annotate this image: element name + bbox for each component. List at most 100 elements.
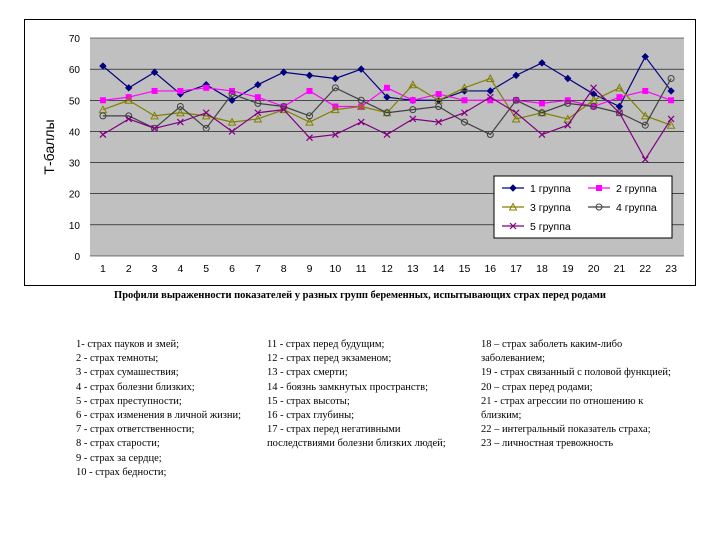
x-tick-label: 21 bbox=[614, 263, 626, 275]
x-tick-label: 10 bbox=[330, 263, 342, 275]
data-point bbox=[150, 68, 159, 76]
legend-item: 14 - боязнь замкнутых пространств; bbox=[267, 381, 429, 393]
legend-item: 11 - страх перед будущим; bbox=[267, 339, 385, 350]
data-point bbox=[615, 83, 624, 92]
legend-entry: 3 группа bbox=[502, 202, 571, 214]
data-point bbox=[383, 131, 391, 138]
legend-entry: 1 группа bbox=[502, 183, 571, 195]
x-tick-label: 4 bbox=[177, 263, 183, 275]
data-point bbox=[306, 87, 313, 94]
data-point bbox=[538, 109, 546, 117]
data-point bbox=[176, 108, 185, 117]
legend-entry: 5 группа bbox=[502, 221, 571, 233]
data-point bbox=[201, 111, 211, 120]
series-group bbox=[98, 52, 676, 163]
data-point bbox=[486, 131, 494, 139]
data-point bbox=[253, 114, 263, 123]
series-5 bbox=[99, 84, 675, 163]
legend-label: 4 группа bbox=[616, 202, 657, 214]
x-axis-ticks: 1 2 3 4 5 6 7 8 9 10 11 12 13 14 15 16 17 18 19 20 21 22 23 bbox=[100, 263, 677, 275]
data-point bbox=[357, 96, 365, 104]
legend-item: 23 – личностная тревожность bbox=[481, 438, 614, 450]
y-tick-label: 10 bbox=[69, 221, 81, 232]
data-point bbox=[202, 124, 210, 132]
data-point bbox=[99, 131, 107, 138]
legend-label: 5 группа bbox=[530, 221, 571, 233]
x-tick-label: 7 bbox=[255, 263, 261, 275]
data-point bbox=[590, 84, 598, 92]
y-tick-label: 20 bbox=[69, 190, 81, 201]
data-point bbox=[306, 134, 313, 142]
data-point bbox=[538, 59, 546, 67]
x-tick-label: 12 bbox=[381, 263, 393, 275]
legend-label: 2 группа bbox=[616, 183, 657, 195]
data-point bbox=[125, 115, 133, 123]
data-point bbox=[151, 124, 159, 132]
data-point bbox=[461, 97, 468, 104]
x-tick-label: 8 bbox=[281, 263, 287, 275]
x-tick-label: 11 bbox=[356, 263, 367, 275]
data-point bbox=[279, 68, 288, 76]
data-point bbox=[667, 115, 675, 123]
data-point bbox=[383, 93, 391, 101]
data-point bbox=[512, 71, 520, 80]
data-point bbox=[460, 118, 468, 126]
y-tick-label: 70 bbox=[69, 34, 81, 45]
x-tick-label: 17 bbox=[510, 263, 522, 275]
data-point bbox=[176, 103, 184, 111]
legend-item: 5 - страх преступности; bbox=[76, 395, 182, 407]
data-point bbox=[435, 91, 442, 98]
chart-legend: 1 группа 2 группа 3 группа 4 группа 5 группа bbox=[493, 175, 673, 239]
data-point bbox=[409, 115, 417, 123]
x-tick-label: 20 bbox=[588, 263, 600, 275]
data-point bbox=[641, 52, 649, 61]
legend-column-3: 18 – страх заболеть каким-либо заболеван… bbox=[481, 338, 671, 452]
x-tick-label: 23 bbox=[665, 263, 677, 275]
data-point bbox=[667, 74, 675, 82]
data-point bbox=[538, 100, 545, 107]
legend-item: 17 - страх перед негативными последствия… bbox=[267, 424, 446, 450]
data-point bbox=[435, 118, 443, 126]
data-point bbox=[228, 128, 236, 135]
data-point bbox=[564, 74, 572, 83]
legend-item: 19 - страх связанный с половой функцией; bbox=[481, 367, 671, 379]
legend-item: 12 - страх перед экзаменом; bbox=[267, 353, 392, 365]
data-point bbox=[254, 94, 261, 101]
data-point bbox=[383, 109, 391, 117]
data-point bbox=[564, 121, 572, 129]
data-point bbox=[641, 156, 649, 163]
data-point bbox=[228, 90, 236, 98]
data-point bbox=[642, 87, 649, 94]
legend-entry: 2 группа bbox=[588, 183, 657, 195]
data-point bbox=[99, 112, 107, 120]
data-point bbox=[616, 109, 623, 117]
data-point bbox=[331, 84, 339, 92]
data-point bbox=[305, 71, 314, 80]
data-point bbox=[177, 87, 184, 94]
data-point bbox=[228, 96, 236, 104]
data-point bbox=[485, 73, 495, 82]
data-point bbox=[486, 93, 494, 101]
legend-label: 1 группа bbox=[530, 183, 571, 195]
legend-item: 18 – страх заболеть каким-либо заболеван… bbox=[481, 339, 623, 365]
x-tick-label: 18 bbox=[536, 263, 548, 275]
data-point bbox=[124, 95, 134, 104]
data-point bbox=[384, 84, 390, 91]
data-point bbox=[280, 106, 288, 114]
series-line bbox=[102, 78, 672, 136]
legend-item: 16 - страх глубины; bbox=[267, 410, 355, 422]
data-point bbox=[356, 101, 366, 111]
legend-item: 1- страх пауков и змей; bbox=[76, 339, 180, 350]
data-point bbox=[511, 114, 521, 123]
data-point bbox=[564, 99, 572, 107]
data-point bbox=[203, 84, 210, 91]
legend-item: 20 – страх перед родами; bbox=[481, 381, 593, 393]
data-point bbox=[151, 87, 158, 94]
x-tick-label: 13 bbox=[407, 263, 419, 275]
data-point bbox=[487, 97, 494, 104]
legend-item: 3 - страх сумашествия; bbox=[76, 367, 179, 379]
y-tick-label: 30 bbox=[69, 159, 81, 170]
y-tick-label: 60 bbox=[69, 65, 81, 76]
x-tick-label: 22 bbox=[639, 263, 651, 275]
